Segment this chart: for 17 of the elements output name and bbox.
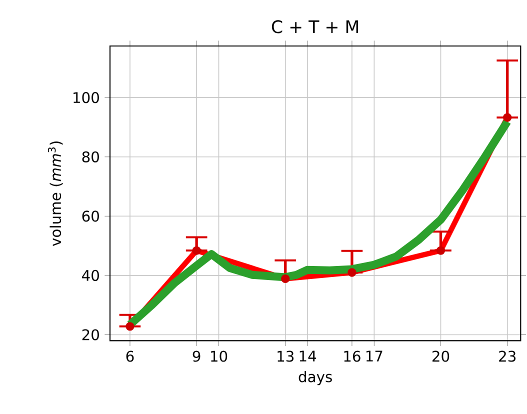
y-tick-label: 40 bbox=[82, 270, 99, 281]
y-tick-label: 60 bbox=[82, 210, 99, 222]
y-tick-label: 100 bbox=[74, 92, 99, 104]
y-tick-label: 20 bbox=[82, 329, 99, 340]
x-tick-label: 10 bbox=[211, 350, 228, 362]
y-tick-label: 80 bbox=[82, 151, 99, 162]
x-tick-label: 9 bbox=[192, 350, 200, 362]
x-tick-label: 17 bbox=[366, 350, 382, 362]
x-tick-label: 13 bbox=[278, 350, 294, 362]
x-tick-label: 23 bbox=[499, 350, 516, 362]
x-tick-label: 20 bbox=[432, 350, 450, 362]
x-tick-label: 16 bbox=[344, 350, 360, 362]
x-tick-label: 6 bbox=[126, 350, 134, 362]
x-tick-label: 14 bbox=[300, 350, 316, 362]
y-axis-title: volume (mm$^{3}$) bbox=[48, 141, 63, 246]
chart-title: C + T + M bbox=[272, 20, 358, 34]
x-axis-title: days bbox=[298, 370, 332, 386]
